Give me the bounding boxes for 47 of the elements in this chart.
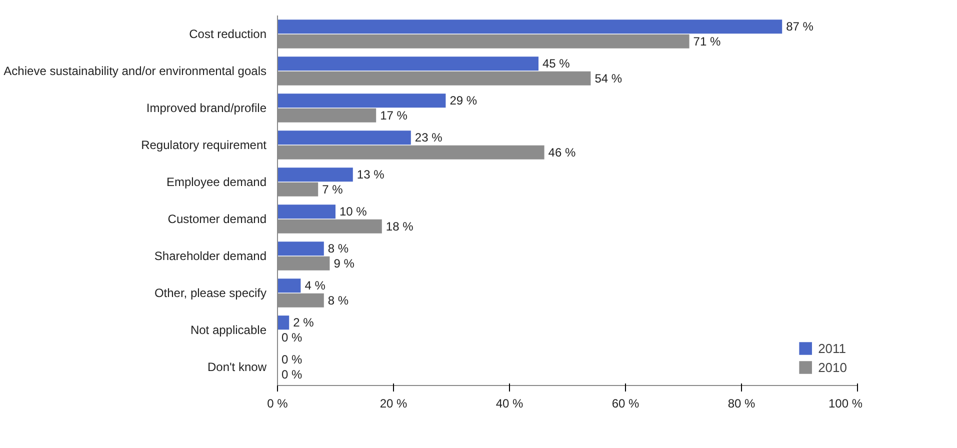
bar [278, 168, 353, 182]
bar [278, 130, 411, 145]
bar [278, 94, 446, 108]
data-label: 45 % [542, 56, 570, 71]
bar [278, 20, 782, 34]
x-tick-label: 100 % [828, 396, 863, 410]
y-tick-label: Don't know [208, 360, 267, 374]
bar [278, 204, 336, 219]
data-label: 7 % [322, 182, 344, 196]
data-label: 0 % [282, 367, 303, 382]
data-label: 0 % [282, 330, 303, 344]
y-tick-label: Cost reduction [189, 27, 266, 41]
y-tick-label: Achieve sustainability and/or environmental goals [4, 64, 267, 78]
bar [278, 242, 324, 256]
data-label: 18 % [386, 219, 414, 234]
x-tick-label: 60 % [612, 396, 640, 410]
y-tick-label: Employee demand [166, 175, 266, 189]
data-label: 4 % [304, 278, 326, 293]
data-label: 71 % [693, 34, 721, 48]
legend-label: 2011 [818, 340, 846, 356]
bar [278, 278, 301, 293]
data-label: 8 % [328, 242, 349, 256]
x-tick-label: 40 % [496, 396, 524, 410]
y-tick-label: Customer demand [168, 212, 267, 226]
x-tick-label: 20 % [380, 396, 408, 410]
data-label: 10 % [340, 204, 368, 219]
y-tick-label: Regulatory requirement [141, 138, 268, 152]
y-tick-label: Improved brand/profile [146, 101, 267, 115]
data-label: 29 % [450, 94, 478, 108]
x-tick-label: 0 % [267, 396, 288, 410]
data-label: 46 % [548, 145, 576, 160]
y-tick-label: Shareholder demand [154, 249, 266, 263]
data-label: 13 % [356, 168, 385, 182]
x-tick-label: 80 % [728, 396, 756, 410]
data-label: 0 % [282, 352, 303, 367]
data-label: 17 % [380, 108, 408, 122]
legend-label: 2010 [818, 360, 847, 374]
data-label: 8 % [328, 293, 349, 308]
bar [278, 56, 538, 71]
y-tick-label: Not applicable [190, 323, 267, 337]
y-tick-label: Other, please specify [154, 286, 266, 300]
data-label: 2 % [293, 316, 314, 330]
data-label: 9 % [334, 256, 355, 270]
bar [278, 316, 290, 330]
data-label: 54 % [594, 71, 622, 86]
data-label: 87 % [786, 20, 814, 34]
data-label: 23 % [414, 130, 443, 145]
